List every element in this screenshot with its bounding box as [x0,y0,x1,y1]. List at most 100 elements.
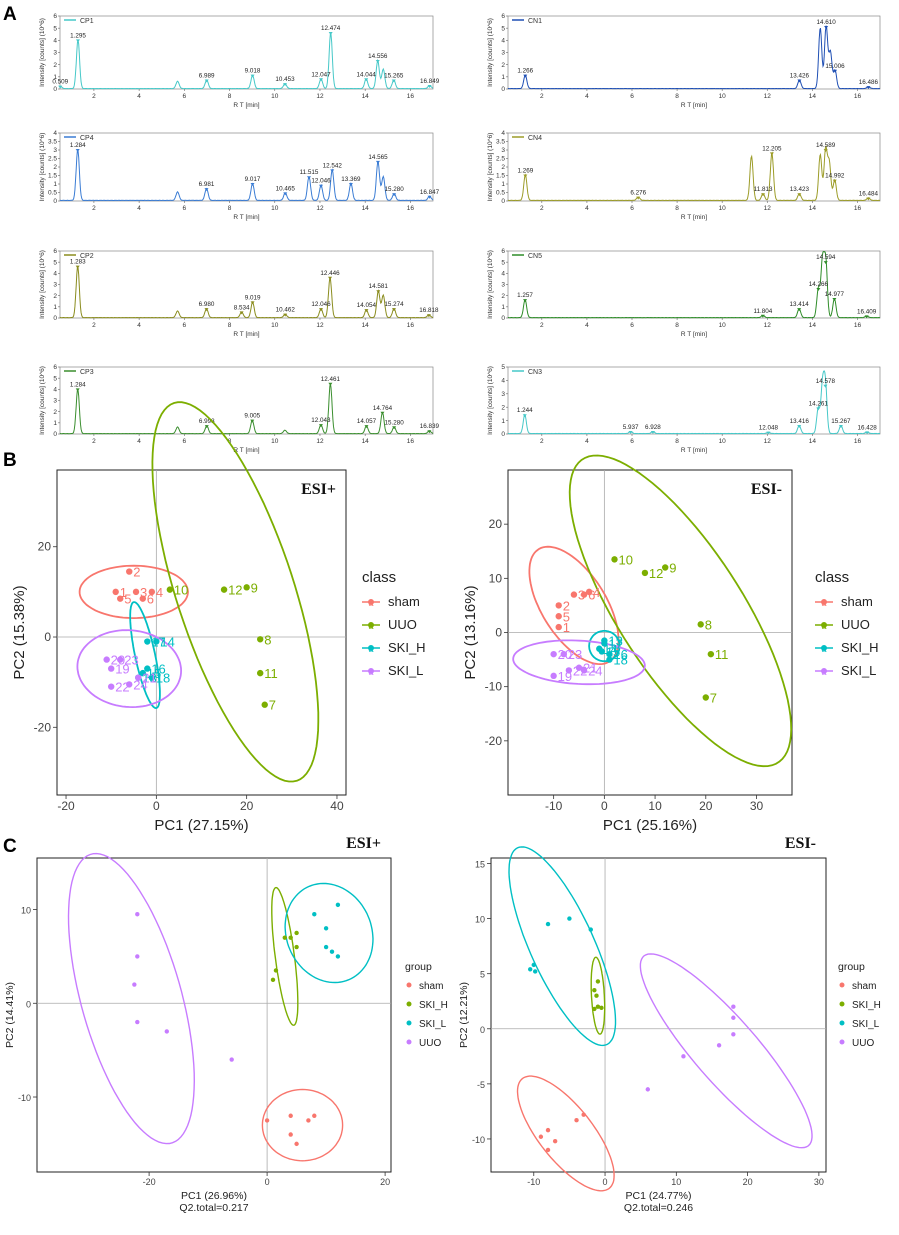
data-point [580,591,588,598]
x-tick-label: 14 [362,205,370,212]
data-point [532,969,538,974]
x-tick-label: -20 [57,799,75,813]
x-tick-label: 8 [675,93,679,100]
y-tick-label: 10 [21,906,31,916]
peak-label: 14.992 [825,173,845,180]
x-tick-label: -10 [545,799,563,813]
y-tick-label: 4 [53,271,57,278]
point-label: 5 [124,592,131,607]
data-point [153,638,160,645]
legend-key-dot [368,645,374,651]
peak-marker [797,308,802,312]
point-label: 4 [593,585,600,600]
y-tick-label: 5 [53,25,57,32]
legend-title: class [815,569,849,586]
y-tick-label: -10 [485,680,503,694]
y-tick-label: 0 [501,431,505,438]
y-tick-label: 2 [53,293,57,300]
x-tick-label: -10 [527,1177,540,1187]
y-tick-label: 3 [501,391,505,398]
y-tick-label: 4 [53,130,57,137]
legend-title: group [405,961,432,973]
x-tick-label: 8 [675,322,679,329]
legend-key-dot [368,668,374,674]
y-tick-label: 5 [53,375,57,382]
scatter-c_pos: -20 0 20 -10 0 10 PC1 (26.96%)Q2.total=0.217 PC… [4,835,448,1214]
data-point [592,1006,597,1012]
data-point [270,977,276,983]
y-tick-label: -10 [18,1093,31,1103]
peak-marker [364,425,369,429]
peak-label: 16.428 [857,424,877,431]
confidence-ellipse [568,454,793,768]
data-point [697,621,704,628]
legend-label: SKI_L [841,663,876,678]
legend-label: SKI_H [388,640,426,655]
y-tick-label: -10 [472,1135,485,1145]
y-tick-label: 0 [480,1025,485,1035]
data-point [132,588,140,596]
data-point [588,927,593,932]
data-point [220,586,228,593]
y-tick-label: 4 [501,130,505,137]
peak-label: 5.937 [623,424,639,431]
y-tick-label: 4 [501,271,505,278]
y-tick-label: 4 [53,38,57,45]
y-tick-label: 3 [501,147,505,154]
x-tick-label: 6 [630,438,634,445]
data-point [144,638,151,645]
confidence-ellipse [76,629,183,709]
peak-label: 6.989 [199,72,215,79]
legend-label: SKI_L [388,663,423,678]
y-tick-label: 1 [53,304,57,311]
y-tick-label: 1 [501,418,505,425]
y-tick-label: 5 [501,259,505,266]
legend-key-dot [821,599,827,605]
point-label: 1 [563,620,570,635]
y-tick-label: 6 [53,364,57,371]
peak-label: 12.542 [323,162,343,169]
y-tick-label: 5 [480,970,485,980]
peak-marker [204,308,209,312]
point-label: 5 [563,609,570,624]
legend-key-dot [839,982,845,988]
legend-label: UUO [388,617,417,632]
x-axis-label: R T [min] [681,331,707,338]
peak-label: 12.043 [311,417,331,424]
legend-label: SKI_H [852,1000,881,1011]
y-tick-label: 0 [501,86,505,93]
y-tick-label: 6 [53,248,57,255]
data-point [288,1113,293,1118]
data-point [135,1019,140,1025]
peak-label: 10.453 [275,76,295,83]
legend-key-letter: a [821,667,826,677]
peak-marker [833,69,838,73]
legend-key-dot [406,982,412,988]
panel-label-a: A [3,4,17,25]
plot-frame [56,469,347,796]
peak-label: 14.594 [816,254,836,261]
peak-marker [523,174,528,178]
legend-label: UUO [419,1038,441,1049]
y-axis-label: PC2 (15.38%) [11,585,28,679]
x-tick-label: 20 [380,1177,390,1187]
peak-marker [250,183,255,186]
y-tick-label: 3 [53,398,57,405]
point-label: 24 [133,677,147,692]
peak-marker [766,431,771,435]
x-tick-label: 6 [630,205,634,212]
point-label: 13 [142,671,156,686]
peak-marker [58,85,63,89]
peak-label: 9.017 [245,176,261,183]
peak-marker [283,313,288,317]
peak-marker [250,301,255,305]
peak-marker [865,431,870,435]
x-tick-label: 2 [92,322,96,329]
data-point [335,902,341,908]
y-tick-label: 6 [501,13,505,20]
